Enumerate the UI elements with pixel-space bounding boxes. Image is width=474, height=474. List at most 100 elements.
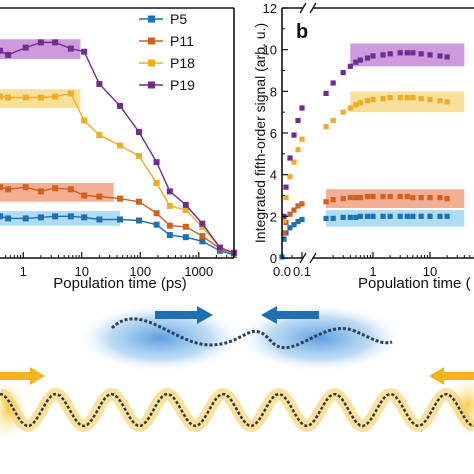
data-point-p19	[347, 63, 353, 69]
data-point-p11	[357, 194, 363, 201]
data-point-p18	[340, 109, 346, 115]
axis-break-mark	[299, 2, 307, 14]
data-point-p19	[444, 54, 450, 60]
data-point-p5	[330, 215, 336, 222]
data-point-p5	[116, 216, 123, 223]
data-point-p18	[347, 105, 353, 111]
data-point-p18	[153, 180, 160, 186]
x-tick-label: 1000	[184, 264, 213, 279]
data-point-p5	[287, 225, 293, 231]
x-tick-label: 1	[369, 264, 376, 279]
data-point-p18	[380, 96, 386, 102]
data-point-p5	[404, 213, 410, 219]
data-point-p11	[387, 193, 393, 200]
data-point-p18	[199, 223, 206, 230]
data-point-p18	[81, 117, 88, 124]
legend-label-p19: P19	[170, 77, 195, 93]
data-point-p11	[370, 193, 376, 200]
data-point-p18	[281, 217, 287, 224]
band-p11	[326, 189, 465, 208]
data-point-p19	[427, 52, 433, 58]
data-point-p18	[370, 97, 376, 103]
data-point-p5	[135, 217, 142, 224]
x-tick-label: 10	[423, 264, 437, 279]
data-point-p11	[330, 197, 336, 203]
data-point-p19	[37, 39, 44, 46]
molecular-illustration	[0, 303, 474, 444]
data-point-p5	[52, 213, 59, 220]
data-point-p18	[116, 142, 123, 149]
data-point-p11	[96, 193, 103, 200]
data-point-p18	[291, 159, 297, 165]
data-point-p11	[5, 186, 12, 193]
data-point-p5	[353, 214, 359, 220]
data-point-p5	[153, 221, 160, 228]
data-point-p5	[347, 214, 353, 220]
data-point-p19	[199, 220, 206, 227]
data-point-p19	[323, 90, 329, 97]
data-point-p19	[283, 184, 289, 190]
data-point-p19	[0, 47, 3, 54]
legend-marker-p11	[148, 37, 155, 45]
data-point-p11	[287, 211, 293, 217]
band-p18	[350, 91, 465, 113]
arrow-left-yellow	[429, 367, 474, 385]
data-point-p19	[116, 102, 123, 109]
x-axis-label: Population time (ps)	[53, 275, 186, 292]
data-point-p11	[295, 203, 301, 209]
data-point-p5	[370, 213, 376, 219]
data-point-p19	[81, 48, 88, 55]
legend-marker-p19	[148, 81, 155, 89]
data-point-p5	[437, 213, 443, 219]
data-point-p11	[166, 222, 173, 229]
data-point-p18	[387, 94, 393, 101]
data-point-p18	[67, 90, 74, 97]
y-tick-label: 2	[270, 209, 277, 224]
data-point-p11	[81, 192, 88, 199]
data-point-p18	[22, 94, 29, 101]
data-point-p18	[0, 93, 3, 100]
data-point-p19	[404, 50, 410, 56]
panel-label-b: b	[296, 21, 308, 43]
data-point-p19	[5, 51, 12, 58]
data-point-p5	[37, 214, 44, 221]
series-line-p19	[0, 41, 235, 254]
data-point-p5	[410, 213, 416, 219]
data-point-p18	[5, 94, 12, 101]
y-tick-label: 4	[270, 168, 277, 183]
data-point-p19	[291, 132, 297, 138]
yellow-chain	[0, 392, 474, 428]
data-point-p19	[353, 59, 359, 65]
data-point-p19	[299, 105, 305, 111]
data-point-p11	[404, 193, 410, 200]
data-point-p18	[353, 102, 359, 108]
data-point-p19	[380, 52, 386, 58]
data-point-p18	[357, 100, 363, 106]
data-point-p5	[182, 234, 189, 241]
data-point-p19	[287, 155, 293, 161]
data-point-p11	[22, 184, 29, 191]
data-point-p11	[364, 193, 371, 200]
series-line-p11	[0, 186, 235, 255]
data-point-p5	[340, 214, 346, 220]
data-point-p19	[357, 57, 363, 63]
data-point-p18	[397, 94, 403, 101]
data-point-p5	[323, 215, 329, 222]
data-point-p18	[410, 94, 416, 101]
y-tick-label: 8	[270, 84, 277, 99]
data-point-p5	[291, 222, 297, 228]
data-point-p19	[437, 53, 443, 59]
data-point-p5	[444, 213, 450, 219]
data-point-p11	[444, 196, 450, 202]
data-point-p5	[22, 215, 29, 222]
data-point-p19	[216, 244, 223, 251]
legend-label-p18: P18	[170, 55, 195, 71]
data-point-p19	[96, 81, 103, 88]
data-point-p19	[22, 44, 29, 51]
data-point-p5	[418, 213, 424, 219]
data-point-p18	[299, 136, 305, 142]
data-point-p19	[295, 117, 301, 124]
data-point-p5	[357, 213, 363, 219]
y-tick-label: 0	[270, 251, 277, 266]
